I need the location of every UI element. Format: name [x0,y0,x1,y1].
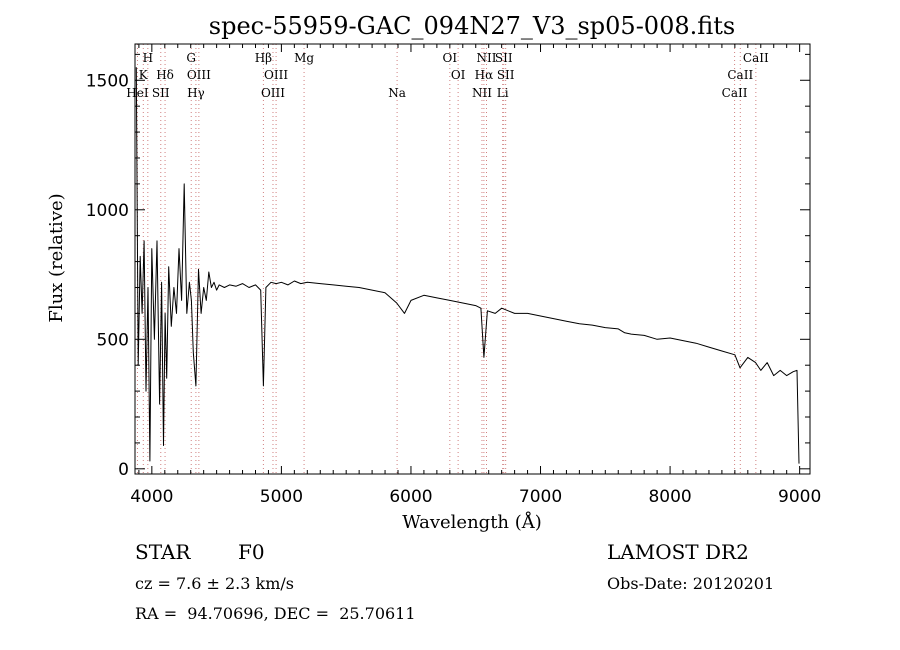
spectral-line-label: G [186,51,196,65]
x-tick-label: 5000 [260,487,303,507]
spectrum-series [135,67,800,464]
y-tick-label: 1500 [86,71,129,91]
spectral-line-label: Hα [475,68,494,82]
spectral-line-label: NII [472,86,492,100]
x-tick-label: 6000 [389,487,432,507]
x-tick-label: 7000 [519,487,562,507]
spectral-line-label: Na [388,86,406,100]
chart-title: spec-55959-GAC_094N27_V3_sp05-008.fits [209,12,735,40]
y-axis-label: Flux (relative) [46,193,67,322]
spectral-line-label: OIII [264,68,288,82]
y-axis: 0 500 1000 1500 [86,53,810,480]
spectral-line-label: OI [443,51,458,65]
spectral-line-label: CaII [722,86,748,100]
spectral-line-label: Li [497,86,509,100]
spectral-line-label: CaII [727,68,753,82]
y-tick-label: 500 [97,330,129,350]
x-tick-label: 9000 [778,487,821,507]
y-tick-label: 1000 [86,201,129,221]
spectral-line-label: H [143,51,153,65]
survey-name: LAMOST DR2 [607,540,749,564]
spectral-line-label: Hβ [255,51,272,65]
spectral-line-label: Hγ [187,86,205,100]
spectral-line-label: SII [497,68,515,82]
spectral-line-label: OIII [187,68,211,82]
spectral-line-label: Mg [294,51,314,65]
spectral-line-label: Hδ [156,68,174,82]
redshift-velocity: cz = 7.6 ± 2.3 km/s [135,574,294,593]
y-tick-label: 0 [118,460,129,480]
spectral-line-label: HeI [126,86,149,100]
spectral-line-label: K [139,68,149,82]
spectral-line-label: SII [152,86,170,100]
spectral-line-label: SII [495,51,513,65]
spectrum-line [135,67,800,464]
x-tick-label: 4000 [130,487,173,507]
spectral-line-label: OI [451,68,466,82]
x-axis: 4000 5000 6000 7000 8000 9000 [130,44,821,507]
object-class: STAR [135,540,191,564]
coordinates: RA = 94.70696, DEC = 25.70611 [135,604,416,623]
object-subclass: F0 [238,540,265,564]
plot-frame [134,43,811,475]
spectral-line-label: NII [477,51,497,65]
x-tick-label: 8000 [648,487,691,507]
x-axis-label: Wavelength (Å) [402,511,542,533]
spectral-line-label: OIII [261,86,285,100]
observation-date: Obs-Date: 20120201 [607,574,775,593]
spectral-line-markers [136,44,757,474]
spectral-line-label: CaII [743,51,769,65]
spectral-line-labels: HKHeIHδSIIGOIIIHγHβOIIIOIIIMgNaOIOINIISI… [126,51,769,100]
